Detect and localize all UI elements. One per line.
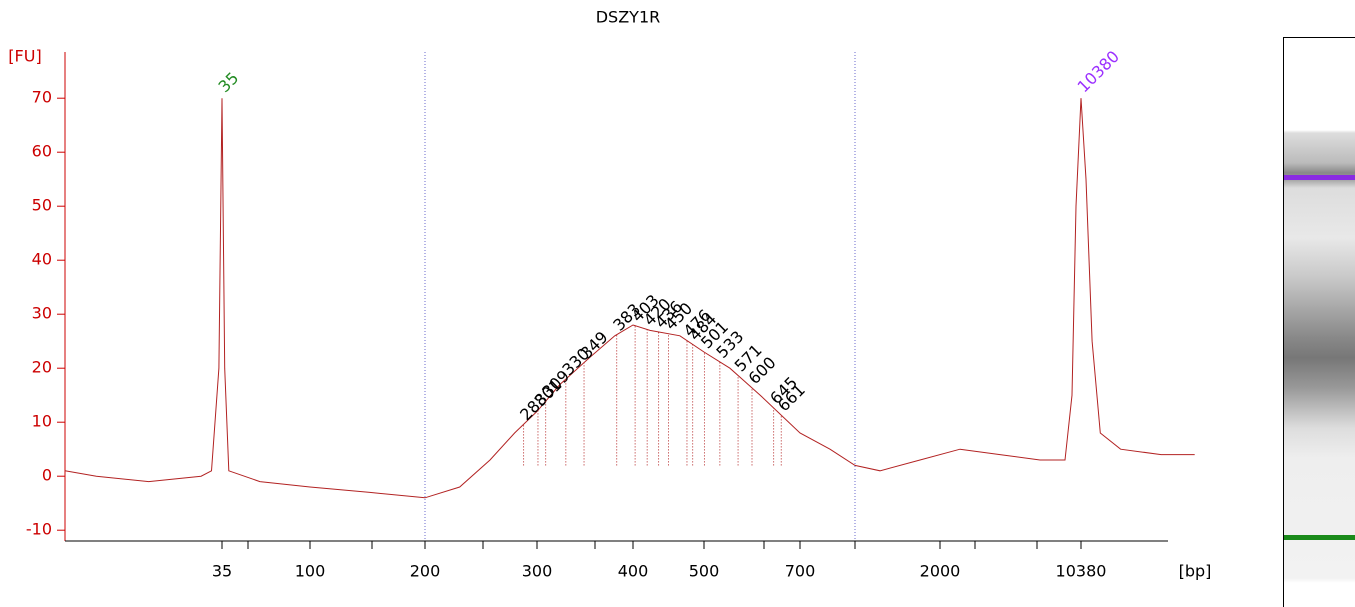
x-tick-label: 500 [689, 562, 720, 581]
y-tick-label: 20 [32, 358, 52, 377]
y-tick-label: 10 [32, 412, 52, 431]
x-tick-label: 35 [212, 562, 232, 581]
x-tick-label: 700 [785, 562, 816, 581]
x-axis-label: [bp] [1179, 562, 1212, 581]
y-tick-label: 30 [32, 304, 52, 323]
x-tick-label: 200 [410, 562, 441, 581]
marker-label: 10380 [1074, 47, 1123, 96]
gel-band-lower [1284, 535, 1355, 540]
trace [64, 98, 1195, 499]
chart-title: DSZY1R [596, 8, 661, 27]
y-axis-label: [FU] [8, 47, 41, 66]
marker-label: 35 [215, 68, 243, 96]
y-tick-label: 60 [32, 142, 52, 161]
x-tick-label: 100 [295, 562, 326, 581]
x-tick-label: 2000 [920, 562, 961, 581]
y-tick-label: 0 [42, 466, 52, 485]
gel-image [1283, 37, 1355, 607]
x-tick-label: 400 [618, 562, 649, 581]
x-tick-label: 10380 [1056, 562, 1107, 581]
y-tick-label: 70 [32, 88, 52, 107]
x-tick-label: 300 [522, 562, 553, 581]
gel-band-upper [1284, 175, 1355, 180]
y-tick-label: 50 [32, 196, 52, 215]
chart: DSZY1R [FU] [bp] -10 0 10 20 30 40 50 60 70 35 100… [8, 8, 1212, 581]
y-tick-label: -10 [26, 520, 52, 539]
y-tick-label: 40 [32, 250, 52, 269]
